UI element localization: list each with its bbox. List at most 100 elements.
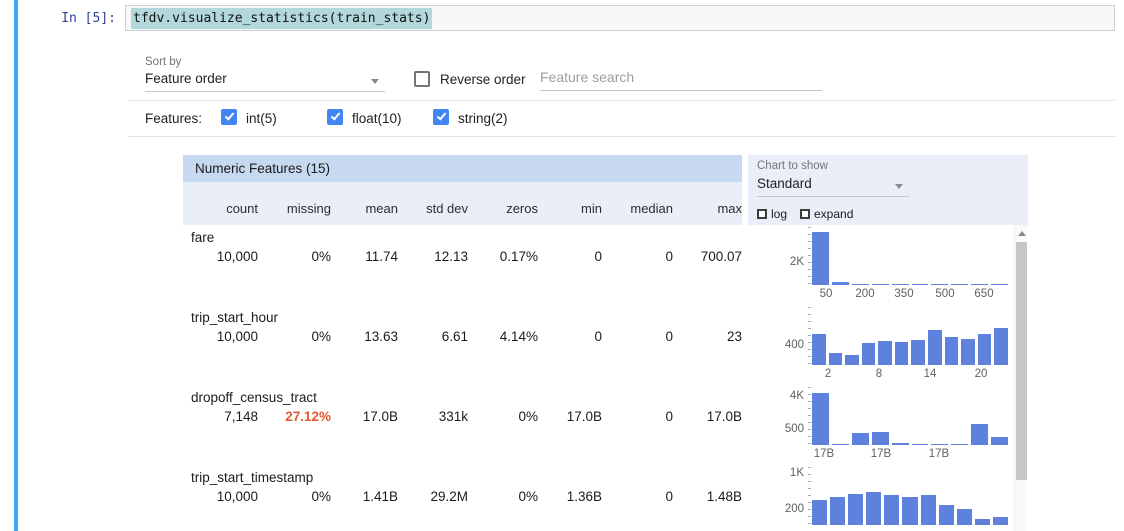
median-value: 0 [665,249,673,264]
histogram-plot [808,467,1009,525]
histogram-bar [831,282,849,285]
divider [128,100,1115,101]
x-axis-tick-label: 17B [928,448,950,460]
log-scale-checkbox[interactable] [757,209,767,219]
count-value: 7,148 [224,409,258,424]
checkmark-icon [436,110,447,121]
histogram-bar [812,500,828,525]
reverse-order-label[interactable]: Reverse order [440,72,526,87]
chart-type-value: Standard [757,176,812,191]
histogram-bar [911,340,926,365]
float-filter-label[interactable]: float(10) [352,111,402,126]
scrollbar-thumb[interactable] [1016,242,1027,480]
max-value: 700.07 [700,249,742,264]
zeros-value: 0% [518,489,538,504]
histogram-bar [928,330,942,365]
string-filter-checkbox[interactable] [433,109,449,125]
mean-value: 1.41B [362,489,398,504]
histogram-bar [812,232,829,285]
histogram-bar [977,334,992,365]
stddev-value: 331k [438,409,468,424]
mean-value: 13.63 [364,329,398,344]
string-filter-label[interactable]: string(2) [458,111,508,126]
histogram-bar [884,495,900,525]
histogram-bar [812,393,829,445]
max-value: 23 [726,329,742,344]
stddev-value: 12.13 [434,249,468,264]
checkmark-icon [330,110,341,121]
histogram-plot [808,227,1009,285]
code-text: tfdv.visualize_statistics(train_stats) [131,8,433,29]
histogram-bar [848,494,864,525]
histogram-bar [871,432,889,445]
histogram-bar [971,284,989,285]
histogram-bar [931,444,949,445]
min-value: 0 [594,329,602,344]
histogram-plot [808,307,1008,365]
y-axis-tick-label: 500 [784,423,804,435]
y-axis-tick-label: 400 [784,339,804,351]
histogram-bar [866,492,882,525]
histogram-bar [951,444,969,445]
histogram-bar [920,495,936,525]
int-filter-checkbox[interactable] [221,109,237,125]
table-row: fare 10,000 0% 11.74 12.13 0.17% 0 0 700… [183,225,742,305]
expand-checkbox[interactable] [800,209,810,219]
log-scale-label[interactable]: log [771,207,788,221]
int-filter-label[interactable]: int(5) [246,111,277,126]
table-row: dropoff_census_tract 7,148 27.12% 17.0B … [183,385,742,465]
reverse-order-checkbox[interactable] [414,71,430,87]
histogram-y-axis-labels: 2K [750,227,806,285]
code-input-cell[interactable]: tfdv.visualize_statistics(train_stats) [125,5,1115,31]
scroll-up-icon[interactable] [1018,231,1026,236]
divider [128,136,1115,137]
histogram-bar [951,284,969,285]
table-row: trip_start_hour 10,000 0% 13.63 6.61 4.1… [183,305,742,385]
column-header-mean: mean [365,201,398,216]
histogram-bar [911,444,929,445]
missing-value: 0% [311,329,331,344]
histogram-bar [851,284,869,285]
column-header-missing: missing [286,201,331,216]
median-value: 0 [665,409,673,424]
x-axis-tick-label: 2 [824,368,832,380]
histogram-bar [938,505,954,525]
histogram-trip-start-timestamp: 1K 200 [750,465,1030,531]
cell-prompt: In [5]: [61,11,116,26]
max-value: 1.48B [706,489,742,504]
column-header-count: count [226,201,258,216]
histogram-bar [878,341,892,365]
histogram-x-axis-labels: 17B 17B 17B [812,448,1008,464]
histogram-dropoff-census-tract: 4K 500 17B 17B 17B [750,385,1030,465]
y-axis-tick-label: 4K [789,390,804,402]
sort-by-label: Sort by [145,56,182,68]
histogram-bar [831,444,849,445]
histogram-bar [851,433,869,445]
min-value: 0 [594,249,602,264]
x-axis-tick-label: 650 [974,288,994,300]
chevron-down-icon [895,184,903,189]
histogram-bar [828,353,843,365]
y-axis-ticks-icon [808,227,811,285]
checkmark-icon [224,110,235,121]
histogram-bar [956,509,972,525]
histogram-plot [808,387,1009,445]
vertical-scrollbar[interactable] [1014,225,1027,531]
sort-by-dropdown[interactable]: Feature order [145,70,385,92]
feature-search-input[interactable] [540,63,822,91]
y-axis-ticks-icon [808,307,811,365]
chart-type-dropdown[interactable]: Standard [757,175,909,197]
stddev-value: 29.2M [430,489,468,504]
histogram-bar [894,342,909,365]
float-filter-checkbox[interactable] [327,109,343,125]
x-axis-tick-label: 50 [819,288,833,300]
column-header-median: median [630,201,673,216]
stddev-value: 6.61 [441,329,468,344]
histogram-x-axis-labels: 50 200 350 500 650 [812,288,1008,304]
x-axis-tick-label: 350 [894,288,914,300]
histogram-bars [812,227,1009,285]
zeros-value: 0.17% [499,249,538,264]
expand-label[interactable]: expand [814,207,854,221]
histogram-x-axis-labels: 2 8 14 20 [812,368,1008,384]
histogram-bar [902,497,918,525]
